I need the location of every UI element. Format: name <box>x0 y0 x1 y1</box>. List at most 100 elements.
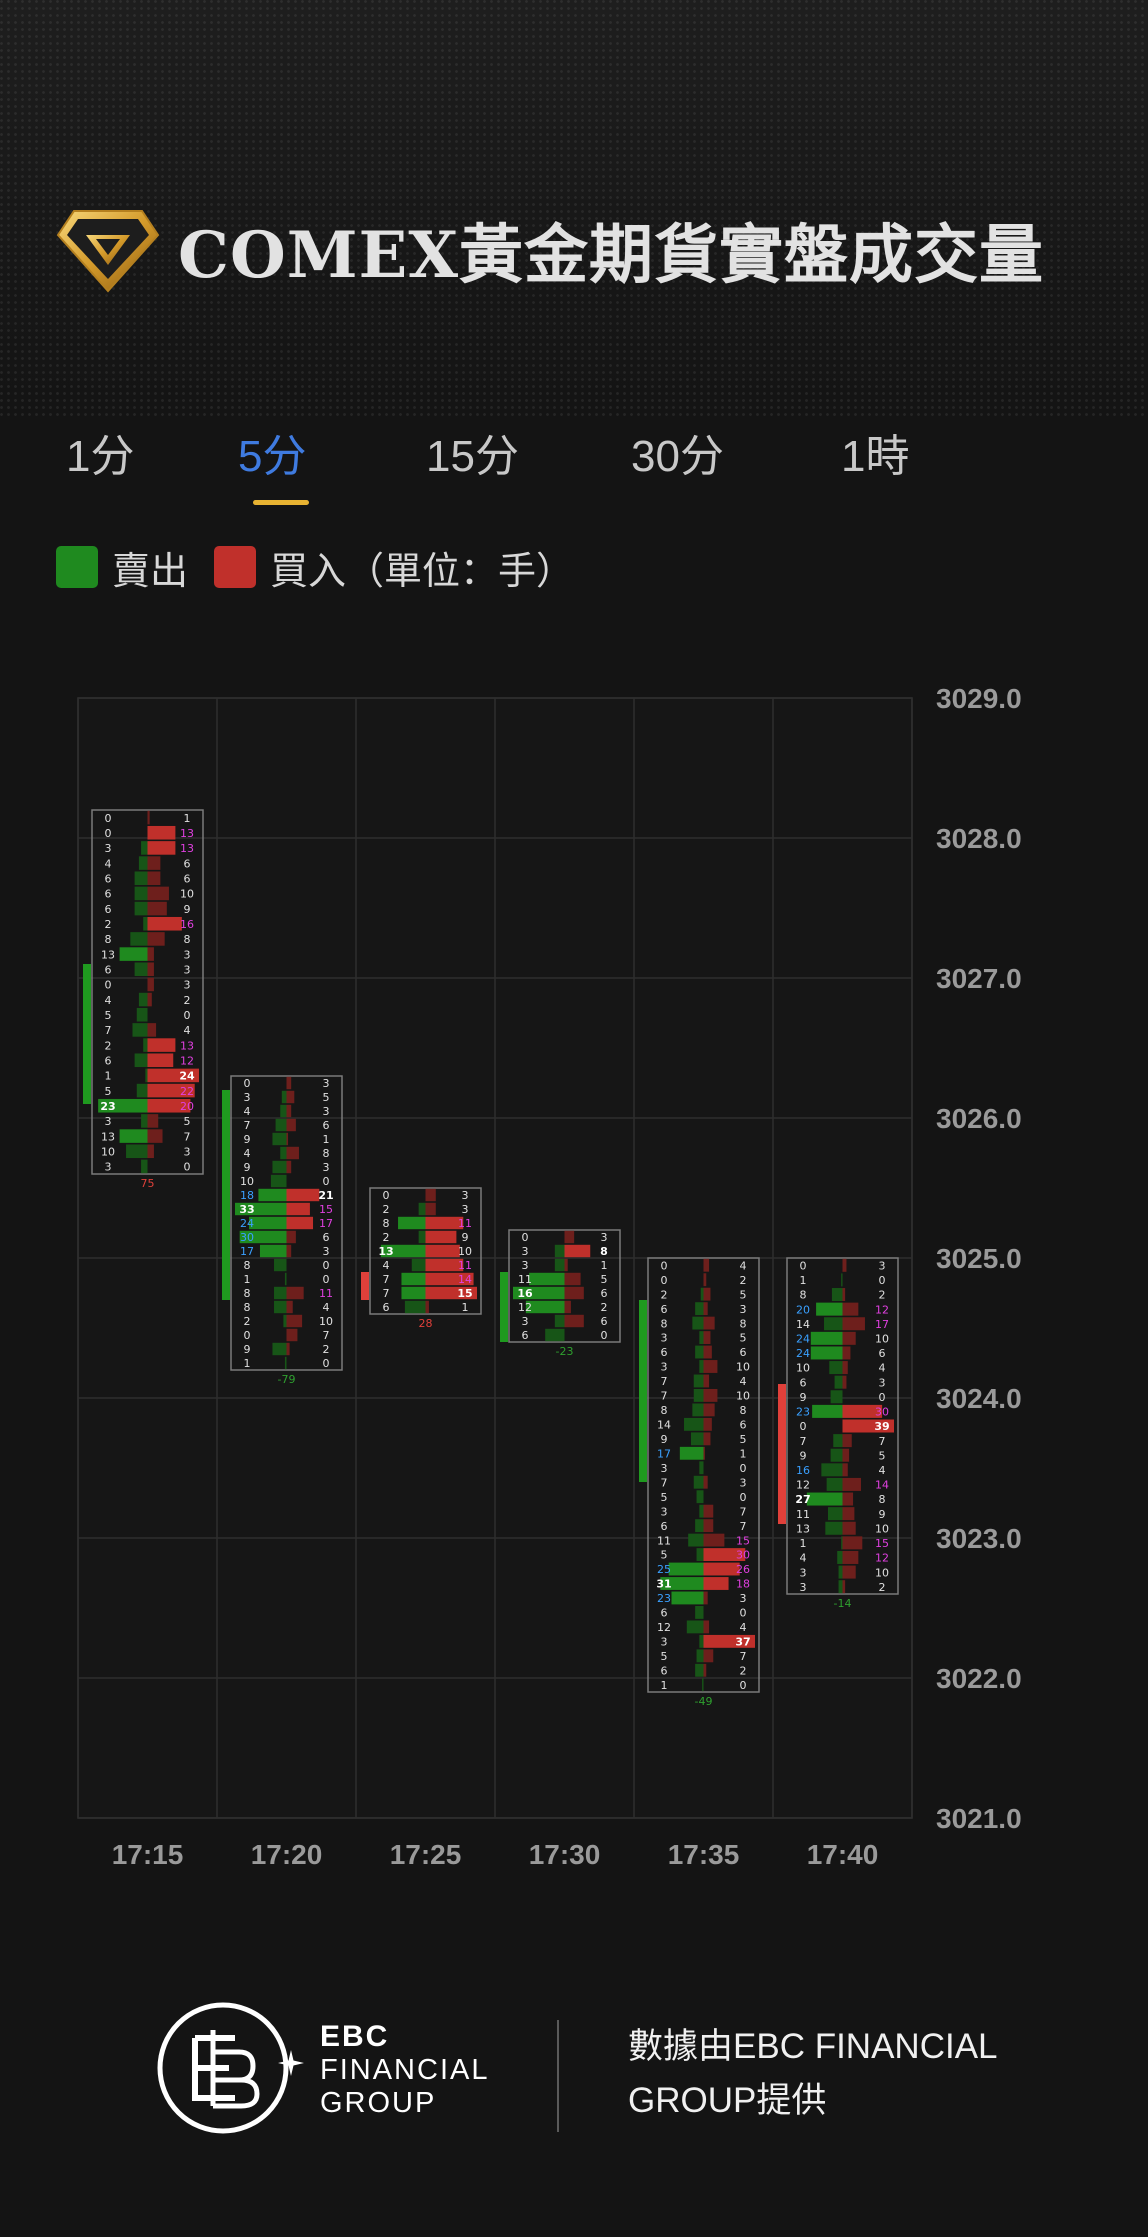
buy-volume-bar <box>286 1160 292 1174</box>
buy-volume-bar <box>703 1504 714 1518</box>
buy-volume-label: 14 <box>458 1273 472 1286</box>
sell-volume-label: 11 <box>657 1534 671 1547</box>
sell-volume-label: 3 <box>522 1259 529 1272</box>
buy-volume-label: 15 <box>457 1287 472 1300</box>
sell-volume-bar <box>249 1216 287 1230</box>
sell-volume-label: 25 <box>657 1563 671 1576</box>
buy-volume-label: 4 <box>184 1024 191 1037</box>
buy-volume-bar <box>425 1202 436 1216</box>
sell-volume-bar <box>830 1448 843 1462</box>
sell-volume-bar <box>401 1272 426 1286</box>
buy-volume-bar <box>842 1507 855 1521</box>
buy-volume-label: 2 <box>879 1289 886 1302</box>
tab-1hour[interactable]: 1時 <box>841 432 910 481</box>
buy-volume-bar <box>842 1419 894 1433</box>
sell-volume-bar <box>699 1360 704 1373</box>
sell-volume-label: 12 <box>796 1479 810 1492</box>
sell-volume-label: 8 <box>105 933 112 946</box>
tab-30min[interactable]: 30分 <box>631 432 724 481</box>
sell-volume-bar <box>688 1533 704 1547</box>
buy-volume-bar <box>703 1273 707 1287</box>
buy-volume-label: 2 <box>184 994 191 1007</box>
buy-volume-label: 37 <box>735 1636 750 1649</box>
buy-volume-label: 2 <box>740 1664 747 1677</box>
sell-volume-label: 6 <box>800 1376 807 1389</box>
sell-volume-label: 7 <box>661 1375 668 1388</box>
candle-body <box>500 1272 508 1342</box>
sell-volume-bar <box>134 886 148 901</box>
tab-1min[interactable]: 1分 <box>66 432 135 481</box>
sell-volume-bar <box>134 1053 148 1068</box>
page-title: COMEX黃金期貨實盤成交量 <box>178 218 1044 293</box>
active-tab-underline <box>253 500 309 505</box>
delta-label: -23 <box>556 1345 574 1358</box>
buy-volume-bar <box>842 1434 852 1448</box>
sell-volume-bar <box>660 1577 704 1590</box>
sell-volume-label: 8 <box>244 1259 251 1272</box>
buy-volume-bar <box>286 1076 292 1090</box>
sell-volume-bar <box>398 1216 426 1230</box>
sell-volume-label: 8 <box>661 1317 668 1330</box>
buy-volume-label: 9 <box>879 1508 886 1521</box>
buy-volume-bar <box>286 1146 299 1160</box>
sell-volume-label: 13 <box>378 1245 393 1258</box>
buy-volume-bar <box>842 1565 856 1579</box>
sell-volume-label: 3 <box>661 1505 668 1518</box>
buy-volume-bar <box>286 1244 292 1258</box>
sell-volume-bar <box>695 1663 704 1677</box>
sell-volume-label: 30 <box>240 1231 254 1244</box>
sell-volume-label: 6 <box>105 872 112 885</box>
buy-volume-label: 10 <box>875 1522 889 1535</box>
buy-volume-label: 15 <box>319 1203 333 1216</box>
x-tick-label: 17:20 <box>251 1839 323 1870</box>
sell-volume-bar <box>806 1492 843 1506</box>
buy-volume-bar <box>147 977 154 992</box>
sell-volume-bar <box>275 1118 287 1132</box>
sell-volume-label: 3 <box>800 1566 807 1579</box>
sell-volume-label: 2 <box>383 1203 390 1216</box>
sell-volume-label: 6 <box>105 903 112 916</box>
sell-volume-bar <box>284 1272 287 1286</box>
timeframe-tabs: 1分 5分 15分 30分 1時 <box>0 420 1148 510</box>
sell-volume-bar <box>274 1300 287 1314</box>
candle-body <box>83 964 91 1104</box>
y-tick-label: 3029.0 <box>936 683 1022 714</box>
buy-volume-label: 6 <box>601 1315 608 1328</box>
buy-volume-label: 13 <box>180 827 194 840</box>
sell-volume-label: 5 <box>661 1491 668 1504</box>
hero-banner <box>0 0 1148 420</box>
buy-volume-bar <box>564 1286 584 1300</box>
buy-volume-label: 22 <box>180 1085 194 1098</box>
sell-volume-bar <box>679 1446 704 1460</box>
x-tick-label: 17:35 <box>668 1839 740 1870</box>
buy-volume-label: 8 <box>600 1245 608 1258</box>
sell-volume-bar <box>686 1620 704 1634</box>
sell-volume-bar <box>134 962 148 977</box>
sell-volume-label: 12 <box>657 1621 671 1634</box>
buy-volume-bar <box>286 1104 292 1118</box>
buy-volume-bar <box>842 1302 859 1316</box>
sell-volume-label: 5 <box>105 1085 112 1098</box>
sell-volume-bar <box>699 1331 704 1344</box>
footprint-box <box>647 1257 760 1693</box>
sell-volume-bar <box>696 1548 704 1561</box>
buy-volume-label: 6 <box>184 872 191 885</box>
buy-volume-label: 2 <box>740 1274 747 1287</box>
tab-15min[interactable]: 15分 <box>426 432 519 481</box>
buy-volume-bar <box>286 1286 304 1300</box>
buy-volume-bar <box>564 1272 581 1286</box>
buy-volume-label: 14 <box>875 1479 889 1492</box>
buy-volume-bar <box>564 1258 568 1272</box>
buy-volume-label: 5 <box>740 1288 747 1301</box>
buy-volume-bar <box>842 1346 851 1360</box>
sell-volume-label: 7 <box>383 1273 390 1286</box>
sell-volume-label: 4 <box>383 1259 390 1272</box>
sell-volume-label: 1 <box>244 1273 251 1286</box>
sell-volume-bar <box>130 932 148 946</box>
brand-line-2: FINANCIAL <box>320 2054 490 2086</box>
sell-volume-label: 1 <box>244 1357 251 1370</box>
tab-5min[interactable]: 5分 <box>238 432 307 481</box>
buy-volume-label: 1 <box>184 812 191 825</box>
buy-volume-bar <box>147 886 169 901</box>
footer-divider <box>557 2020 559 2132</box>
